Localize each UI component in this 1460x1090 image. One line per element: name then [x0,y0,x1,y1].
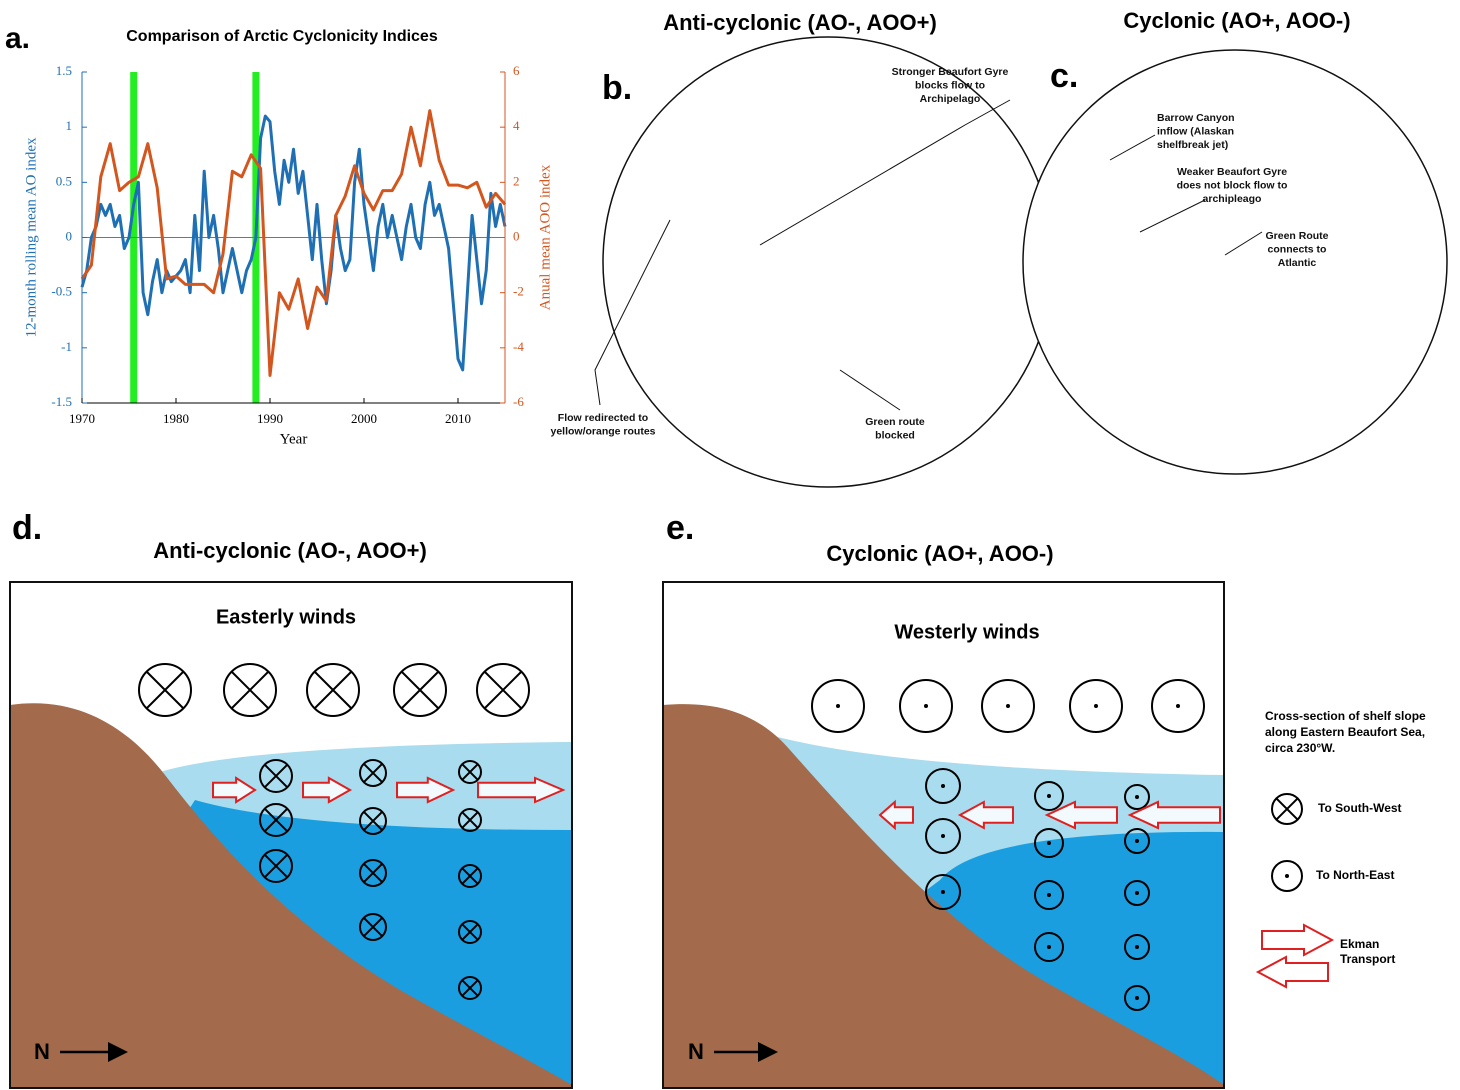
y2-tick-label: 6 [513,63,520,78]
flow-out-of-page-dot [1094,704,1098,708]
panel-label: b. [602,69,632,107]
flow-out-of-page-dot [941,834,945,838]
legend-caption: circa 230°W. [1265,741,1335,755]
flow-out-of-page-dot [1006,704,1010,708]
legend-label: To North-East [1316,868,1394,882]
y-tick-label: 0 [66,228,73,243]
panel-label: e. [666,509,694,547]
x-tick-label: 1980 [163,411,189,426]
map-annotation: inflow (Alaskan [1157,125,1234,137]
legend-caption: Cross-section of shelf slope [1265,709,1426,723]
flow-into-page-x [402,672,439,709]
flow-out-of-page-dot [941,784,945,788]
flow-out-of-page-dot [941,890,945,894]
flow-into-page-x [485,672,522,709]
ekman-arrow [1262,925,1332,955]
map-annotation: shelfbreak jet) [1157,139,1228,151]
panel-label: c. [1050,57,1078,95]
legend-label: Transport [1340,952,1395,966]
flow-out-of-page-dot [924,704,928,708]
figure: a. Comparison of Arctic Cyclonicity Indic… [0,0,1460,1090]
y2-tick-label: -6 [513,394,524,409]
legend-label: Ekman [1340,937,1379,951]
y-tick-label: 0.5 [56,173,72,188]
y-tick-label: 1.5 [56,63,72,78]
y2-tick-label: 0 [513,228,520,243]
y2-tick-label: 2 [513,173,520,188]
y2-tick-label: -4 [513,339,524,354]
panel-label: d. [12,509,42,547]
flow-out-of-page-dot [1047,893,1051,897]
legend-label: To South-West [1318,801,1402,815]
ekman-arrow [1258,957,1328,987]
map-annotation: Barrow Canyon [1157,112,1235,124]
map-annotation: Green route [865,416,925,428]
flow-out-of-page-dot [1135,945,1139,949]
section-d [10,703,572,1088]
x-tick-label: 2010 [445,411,471,426]
x-tick-label: 1970 [69,411,95,426]
flow-into-page-x [232,672,269,709]
map-annotation: Archipelago [920,93,981,105]
y2-tick-label: -2 [513,284,524,299]
panel-title: Anti-cyclonic (AO-, AOO+) [663,10,937,35]
flow-out-of-page-dot [1135,839,1139,843]
flow-out-of-page-dot [836,704,840,708]
flow-into-page-x [315,672,352,709]
y-tick-label: -1.5 [51,394,72,409]
flow-out-of-page-dot [1135,891,1139,895]
wind-label: Easterly winds [216,606,356,628]
map-annotation: Stronger Beaufort Gyre [892,66,1009,78]
y2-axis-label: Anual mean AOO index [537,164,553,310]
panel-label: a. [5,22,30,55]
y-tick-label: -0.5 [51,284,72,299]
x-tick-label: 2000 [351,411,377,426]
map-annotation: archipleago [1203,193,1262,205]
flow-out-of-page-dot [1135,795,1139,799]
x-axis-label: Year [280,431,308,447]
map-annotation: blocks flow to [915,79,985,91]
panel-title: Cyclonic (AO+, AOO-) [826,541,1053,566]
map-annotation: yellow/orange routes [550,425,655,437]
map-annotation: does not block flow to [1177,179,1288,191]
y-tick-label: 1 [66,118,73,133]
section-e [663,704,1224,1088]
flow-into-page-x [147,672,184,709]
panel-title: Cyclonic (AO+, AOO-) [1123,8,1350,33]
map-annotation: Green Route [1265,230,1328,242]
legend-caption: along Eastern Beaufort Sea, [1265,725,1425,739]
panel-title: Anti-cyclonic (AO-, AOO+) [153,538,427,563]
flow-out-of-page-dot [1047,841,1051,845]
flow-out-of-page-dot [1047,794,1051,798]
y-axis-label: 12-month rolling mean AO index [23,137,39,337]
north-label: N [34,1039,50,1064]
map-annotation: Weaker Beaufort Gyre [1177,166,1287,178]
chart-title: Comparison of Arctic Cyclonicity Indices [126,28,438,45]
map-annotation: Flow redirected to [558,412,648,424]
map-annotation: blocked [875,429,915,441]
north-label: N [688,1039,704,1064]
map-annotation: Atlantic [1278,257,1317,269]
flow-out-of-page-dot [1135,996,1139,1000]
map-annotation: connects to [1268,243,1327,255]
flow-out-of-page-dot [1047,945,1051,949]
flow-into-page-x [1276,798,1297,819]
flow-out-of-page-dot [1176,704,1180,708]
wind-label: Westerly winds [894,621,1039,643]
y2-tick-label: 4 [513,118,520,133]
y-tick-label: -1 [61,339,72,354]
flow-out-of-page-dot [1285,874,1289,878]
x-tick-label: 1990 [257,411,283,426]
